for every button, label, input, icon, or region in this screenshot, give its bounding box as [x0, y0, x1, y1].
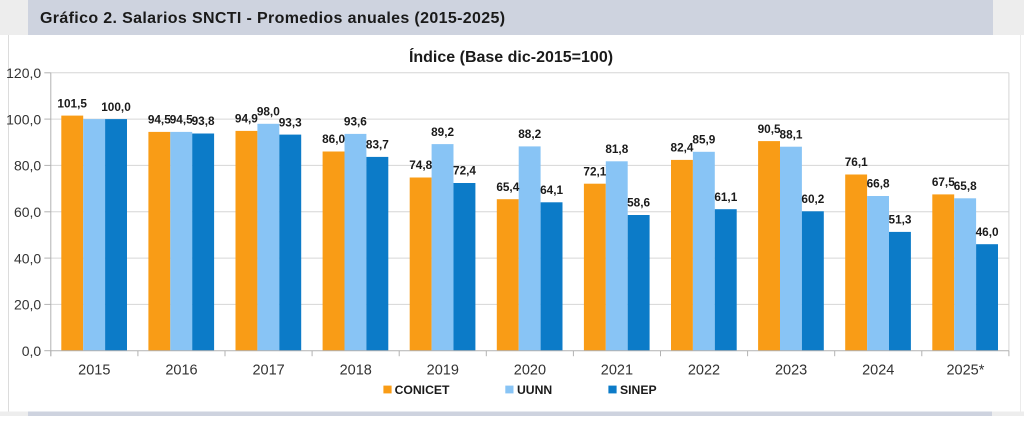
svg-text:60,2: 60,2: [801, 192, 824, 206]
svg-text:120,0: 120,0: [6, 65, 41, 81]
svg-text:93,3: 93,3: [279, 115, 302, 129]
svg-text:Gráfico 2. Salarios SNCTI - Pr: Gráfico 2. Salarios SNCTI - Promedios an…: [40, 10, 505, 27]
svg-text:88,1: 88,1: [780, 127, 803, 141]
svg-text:65,4: 65,4: [496, 180, 519, 194]
svg-text:2020: 2020: [514, 362, 546, 378]
svg-text:100,0: 100,0: [101, 100, 131, 114]
svg-text:98,0: 98,0: [257, 105, 280, 119]
svg-text:2016: 2016: [165, 362, 197, 378]
svg-text:UUNN: UUNN: [517, 383, 552, 397]
svg-text:2018: 2018: [340, 362, 372, 378]
svg-text:72,4: 72,4: [453, 164, 476, 178]
svg-text:94,9: 94,9: [235, 112, 258, 126]
svg-text:100,0: 100,0: [6, 111, 41, 127]
svg-text:64,1: 64,1: [540, 183, 563, 197]
svg-text:2021: 2021: [601, 362, 633, 378]
svg-text:CONICET: CONICET: [395, 383, 450, 397]
svg-text:90,5: 90,5: [758, 122, 781, 136]
svg-text:2023: 2023: [775, 362, 807, 378]
svg-text:89,2: 89,2: [431, 125, 454, 139]
svg-text:2025*: 2025*: [946, 362, 984, 378]
svg-text:40,0: 40,0: [14, 250, 41, 266]
svg-text:93,8: 93,8: [192, 114, 215, 128]
svg-text:61,1: 61,1: [714, 190, 737, 204]
svg-text:0,0: 0,0: [22, 343, 42, 359]
svg-text:58,6: 58,6: [627, 196, 650, 210]
svg-text:46,0: 46,0: [976, 225, 999, 239]
svg-text:SINEP: SINEP: [620, 383, 657, 397]
svg-text:83,7: 83,7: [366, 138, 389, 152]
svg-text:65,8: 65,8: [954, 179, 977, 193]
svg-text:51,3: 51,3: [889, 213, 912, 227]
svg-text:85,9: 85,9: [692, 133, 715, 147]
svg-text:101,5: 101,5: [57, 96, 87, 110]
svg-text:93,6: 93,6: [344, 115, 367, 129]
svg-text:2024: 2024: [862, 362, 894, 378]
svg-text:2019: 2019: [427, 362, 459, 378]
svg-text:86,0: 86,0: [322, 132, 345, 146]
svg-text:60,0: 60,0: [14, 204, 41, 220]
svg-text:81,8: 81,8: [605, 142, 628, 156]
svg-text:2015: 2015: [78, 362, 110, 378]
svg-text:94,5: 94,5: [148, 113, 171, 127]
svg-text:88,2: 88,2: [518, 127, 541, 141]
svg-text:2017: 2017: [252, 362, 284, 378]
svg-text:20,0: 20,0: [14, 297, 41, 313]
svg-text:82,4: 82,4: [671, 141, 694, 155]
svg-text:67,5: 67,5: [932, 175, 955, 189]
svg-text:66,8: 66,8: [867, 177, 890, 191]
svg-text:Índice (Base dic-2015=100): Índice (Base dic-2015=100): [409, 47, 613, 66]
svg-text:94,5: 94,5: [170, 113, 193, 127]
svg-text:2022: 2022: [688, 362, 720, 378]
svg-text:76,1: 76,1: [845, 155, 868, 169]
svg-text:74,8: 74,8: [409, 158, 432, 172]
svg-text:72,1: 72,1: [583, 164, 606, 178]
svg-text:80,0: 80,0: [14, 158, 41, 174]
